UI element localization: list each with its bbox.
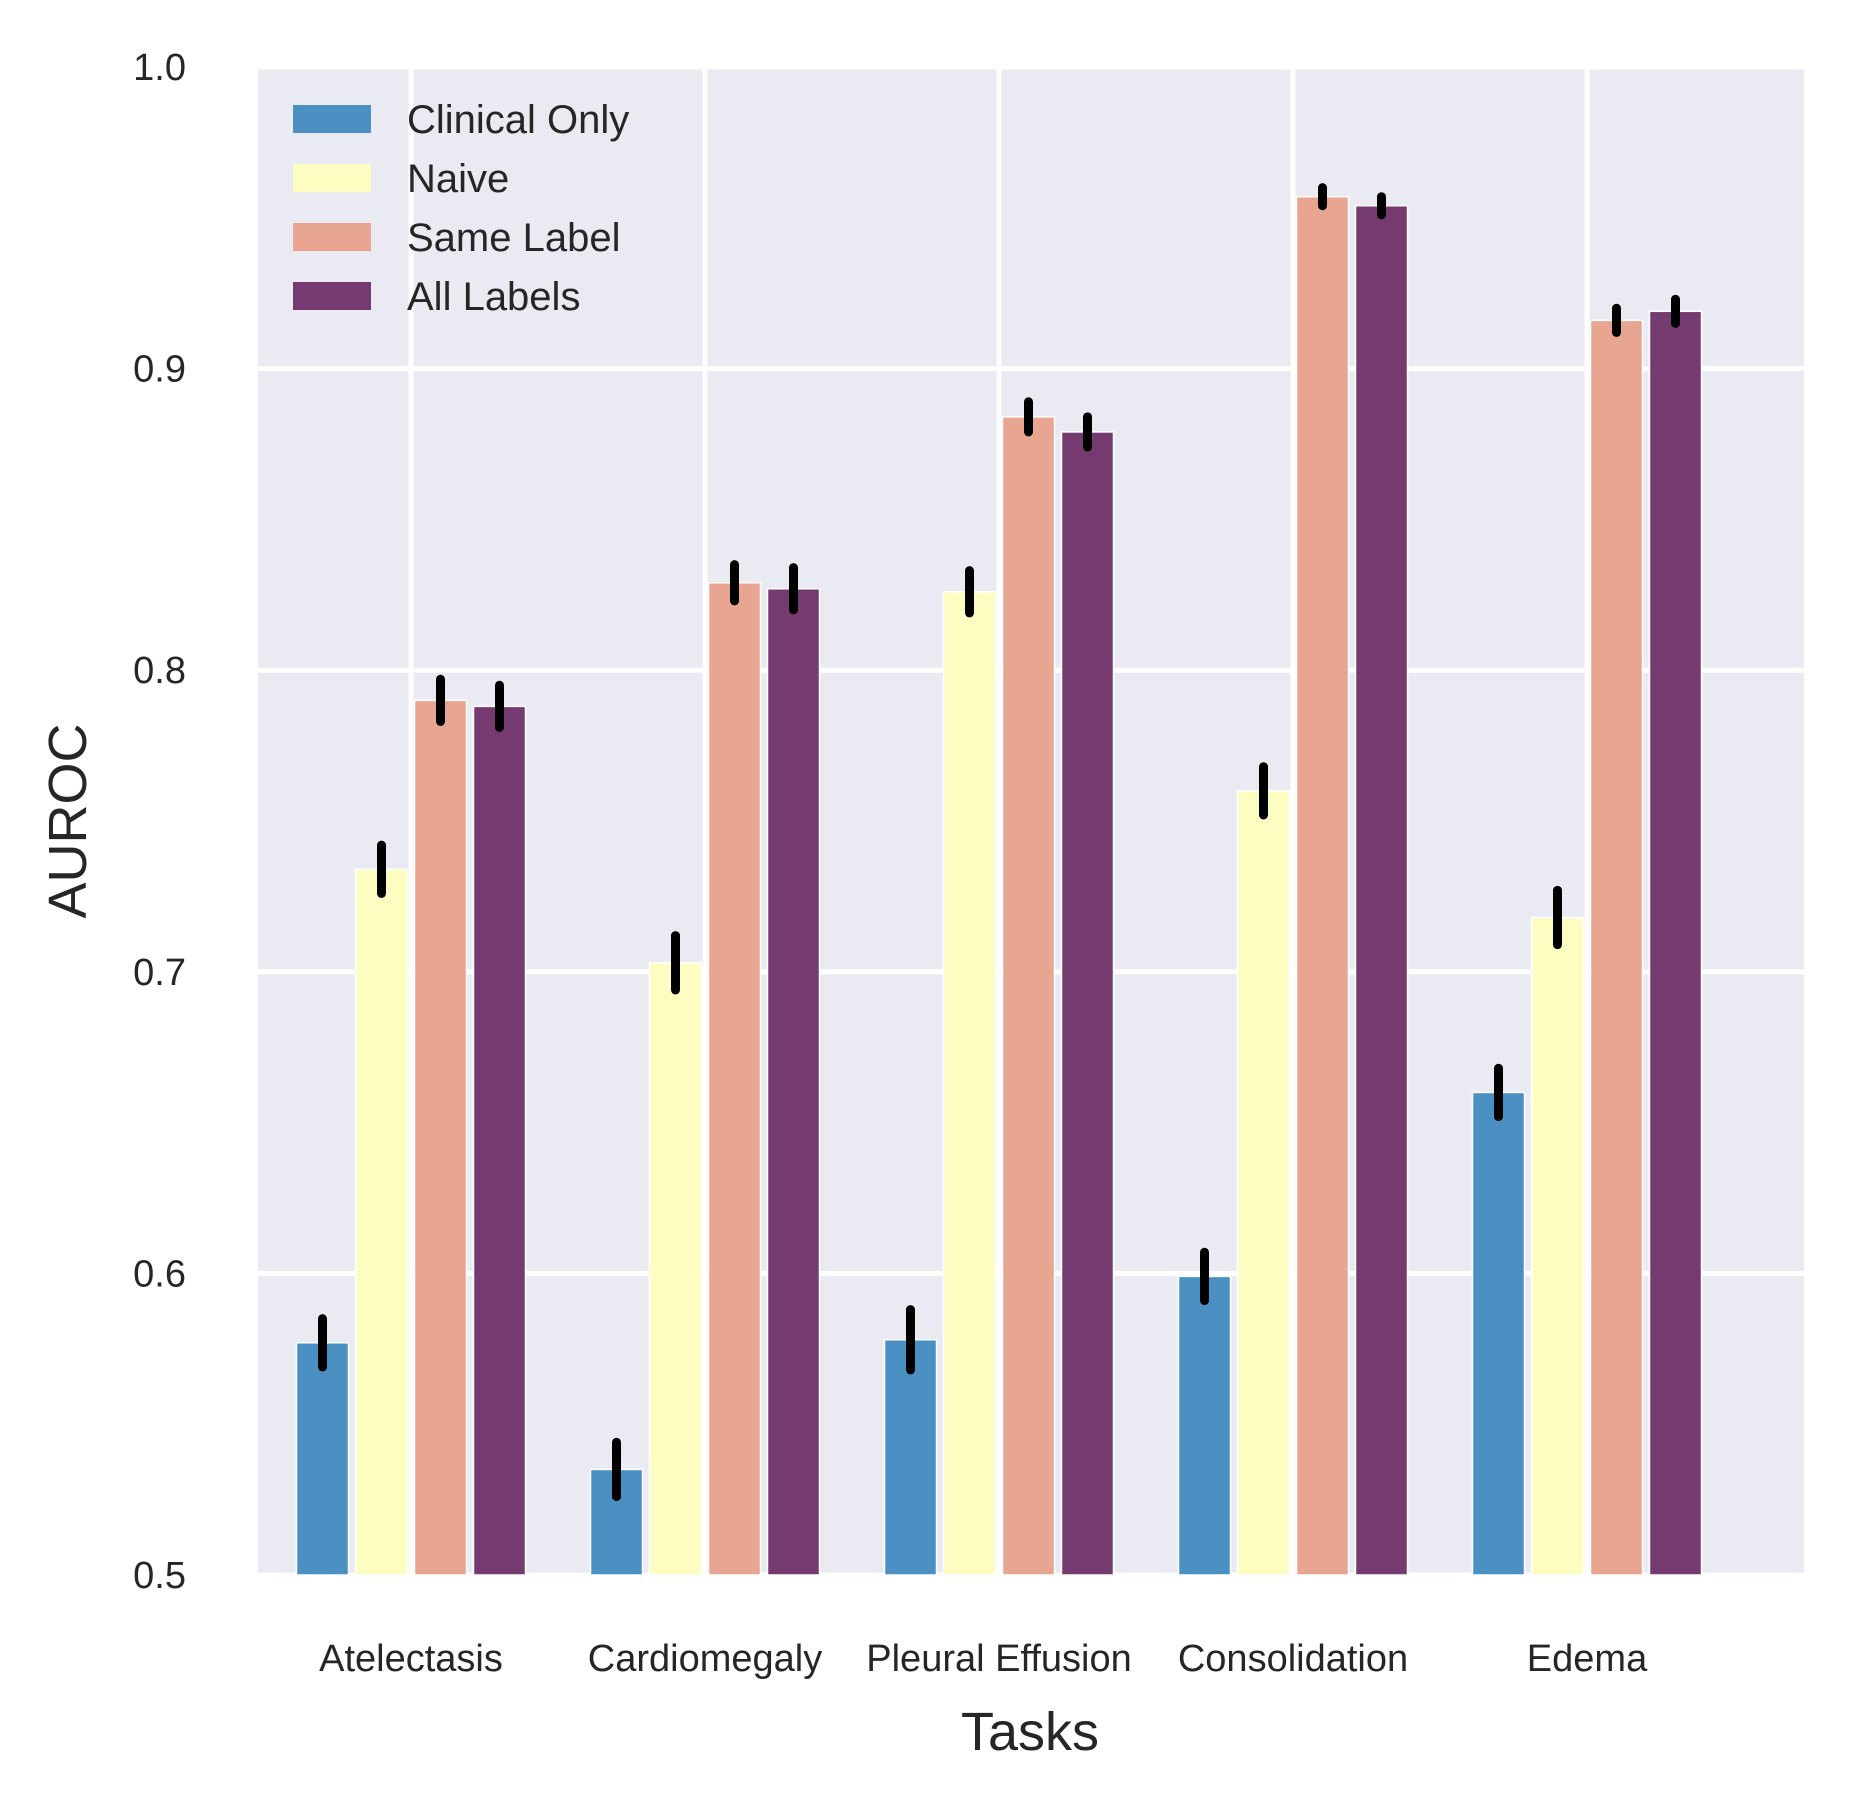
x-tick-label: Edema <box>1527 1638 1648 1680</box>
bar-all-labels <box>1354 204 1409 1576</box>
x-tick-label: Atelectasis <box>319 1638 503 1680</box>
bar-naive <box>1236 790 1291 1576</box>
bar-same-label <box>1589 319 1644 1576</box>
legend-label: Same Label <box>407 216 620 260</box>
legend-swatch <box>293 105 371 133</box>
x-tick-labels: Atelectasis Cardiomegaly Pleural Effusion C… <box>319 1638 1648 1680</box>
y-tick-label: 0.5 <box>133 1555 186 1597</box>
legend-label: All Labels <box>407 275 580 319</box>
bar-clinical-only <box>295 1342 350 1576</box>
x-axis-title: Tasks <box>961 1702 1099 1762</box>
bar-all-labels <box>472 705 527 1576</box>
legend: Clinical Only Naive Same Label All Labels <box>293 98 629 319</box>
y-tick-label: 0.9 <box>133 349 186 391</box>
bar-clinical-only <box>883 1339 938 1576</box>
bar-all-labels <box>1060 431 1115 1576</box>
x-tick-label: Pleural Effusion <box>866 1638 1131 1680</box>
legend-swatch <box>293 164 371 192</box>
bar-naive <box>942 591 997 1576</box>
y-tick-label: 0.7 <box>133 952 186 994</box>
bar-clinical-only <box>1177 1275 1232 1576</box>
bar-same-label <box>707 581 762 1576</box>
bar-same-label <box>1001 416 1056 1576</box>
bar-all-labels <box>1648 310 1703 1576</box>
y-tick-label: 0.6 <box>133 1253 186 1295</box>
x-tick-label: Cardiomegaly <box>588 1638 822 1680</box>
y-tick-labels: 0.5 0.6 0.7 0.8 0.9 1.0 <box>133 47 186 1597</box>
bars <box>295 195 1703 1576</box>
bar-naive <box>648 962 703 1576</box>
legend-swatch <box>293 223 371 251</box>
legend-swatch <box>293 282 371 310</box>
bar-same-label <box>413 699 468 1576</box>
y-axis-title: AUROC <box>38 723 98 918</box>
legend-label: Naive <box>407 157 509 201</box>
y-tick-label: 1.0 <box>133 47 186 89</box>
bar-clinical-only <box>1471 1091 1526 1576</box>
y-tick-label: 0.8 <box>133 650 186 692</box>
bar-naive <box>1530 916 1585 1576</box>
bar-naive <box>354 868 409 1576</box>
bar-all-labels <box>766 588 821 1576</box>
legend-label: Clinical Only <box>407 98 629 142</box>
bar-same-label <box>1295 195 1350 1576</box>
x-tick-label: Consolidation <box>1178 1638 1408 1680</box>
error-bars <box>318 183 1680 1502</box>
